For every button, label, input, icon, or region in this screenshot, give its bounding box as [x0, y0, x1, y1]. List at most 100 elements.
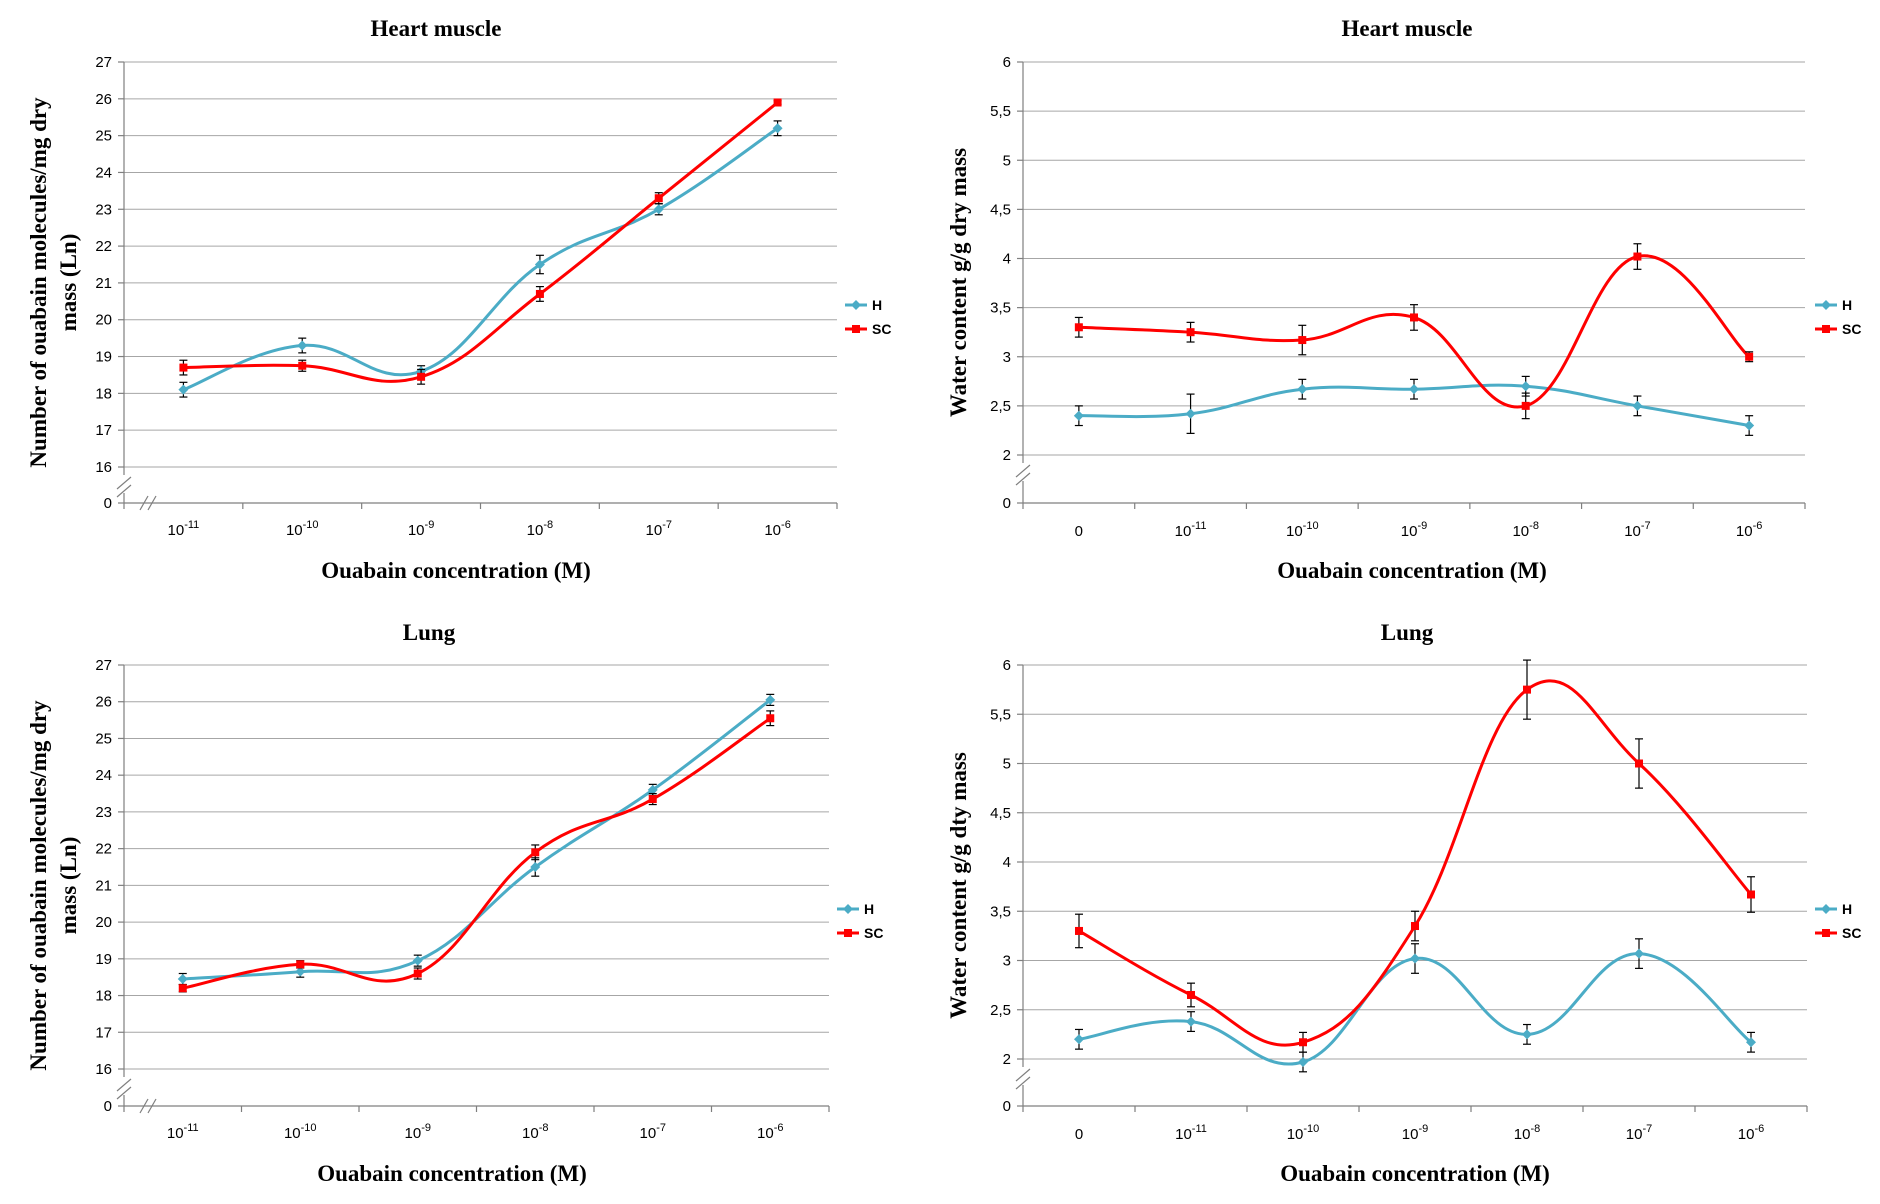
- axis-break-mark: [147, 495, 157, 511]
- data-point-SC: [1075, 926, 1083, 935]
- x-tick-exponent: -9: [425, 519, 435, 531]
- chart-panel-1: Heart muscle016171819202122232425262710-…: [26, 16, 891, 583]
- x-tick-label: 10-9: [408, 519, 434, 539]
- x-tick-label: 10-7: [646, 519, 672, 539]
- legend-marker: [1821, 904, 1831, 914]
- data-point-SC: [1633, 252, 1642, 261]
- legend-item-SC: SC: [1815, 925, 1861, 941]
- legend-marker: [1822, 929, 1830, 937]
- x-tick-label: 10-8: [527, 519, 553, 539]
- x-tick-label: 10-9: [405, 1122, 431, 1142]
- data-point-SC: [1299, 1038, 1307, 1047]
- data-point-SC: [417, 372, 426, 381]
- data-point-H: [530, 862, 541, 872]
- y-tick-label: 0: [1003, 495, 1011, 512]
- x-tick-exponent: -6: [1754, 1123, 1764, 1135]
- data-point-H: [1632, 400, 1643, 411]
- x-tick-label: 10-9: [1402, 1123, 1428, 1143]
- data-point-SC: [298, 361, 307, 370]
- x-tick-base: 10: [168, 522, 185, 539]
- y-tick-label: 0: [104, 1098, 112, 1115]
- y-tick-label: 2: [1003, 1051, 1011, 1068]
- x-tick-exponent: -9: [1418, 1123, 1428, 1135]
- y-axis-title: Water content g/g dry mass: [946, 148, 971, 417]
- y-tick-label: 24: [95, 767, 112, 784]
- legend-marker: [844, 929, 852, 937]
- x-tick-base: 10: [408, 522, 425, 539]
- x-tick-base: 10: [1402, 1126, 1419, 1143]
- data-point-SC: [773, 98, 782, 107]
- data-point-H: [653, 204, 664, 215]
- x-tick-base: 10: [167, 1125, 184, 1142]
- data-point-H: [297, 340, 308, 351]
- x-tick-exponent: -7: [656, 1122, 666, 1134]
- x-tick-label: 10-6: [1736, 520, 1762, 540]
- data-point-H: [765, 694, 776, 705]
- x-tick-base: 10: [757, 1125, 774, 1142]
- y-tick-label: 4: [1003, 854, 1011, 871]
- data-point-SC: [1186, 328, 1195, 337]
- y-tick-label: 4,5: [990, 805, 1011, 822]
- chart-title: Lung: [1381, 620, 1434, 645]
- y-tick-label: 18: [95, 385, 112, 402]
- data-point-SC: [1074, 323, 1083, 332]
- x-axis-title: Ouabain concentration (M): [317, 1161, 587, 1186]
- data-point-H: [1410, 953, 1420, 964]
- y-tick-label: 21: [95, 877, 112, 894]
- y-tick-label: 5: [1003, 756, 1011, 773]
- chart-title: Heart muscle: [1342, 16, 1473, 41]
- chart-title: Lung: [403, 620, 456, 645]
- legend-item-H: H: [1815, 901, 1852, 917]
- x-tick-label: 10-8: [522, 1122, 548, 1142]
- y-tick-label: 16: [95, 459, 112, 476]
- y-axis-title-line: mass (Ln): [56, 234, 81, 332]
- y-tick-label: 27: [95, 657, 112, 674]
- legend-marker: [851, 300, 861, 310]
- x-tick-label: 0: [1075, 1126, 1083, 1143]
- x-tick-base: 10: [1401, 523, 1418, 540]
- x-tick-exponent: -11: [184, 1122, 199, 1134]
- axis-break-mark: [116, 1086, 132, 1100]
- x-axis-title: Ouabain concentration (M): [1277, 558, 1547, 583]
- x-tick-label: 10-8: [1512, 520, 1538, 540]
- y-tick-label: 18: [95, 988, 112, 1005]
- data-point-SC: [1298, 336, 1307, 345]
- y-tick-label: 19: [95, 951, 112, 968]
- y-tick-label: 22: [95, 238, 112, 255]
- x-tick-label: 10-6: [1738, 1123, 1764, 1143]
- x-tick-base: 10: [405, 1125, 422, 1142]
- x-tick-label: 10-7: [640, 1122, 666, 1142]
- data-point-H: [1746, 1037, 1756, 1048]
- y-axis-title-line: Number of ouabain molecules/mg dry: [26, 700, 51, 1071]
- x-tick-exponent: -10: [301, 1122, 317, 1134]
- x-tick-exponent: -6: [774, 1122, 784, 1134]
- x-tick-exponent: -10: [1303, 1123, 1319, 1135]
- x-tick-label: 10-10: [284, 1122, 317, 1142]
- legend-item-SC: SC: [837, 925, 883, 941]
- data-point-SC: [179, 363, 188, 372]
- y-axis-title-line: Water content g/g dty mass: [946, 752, 971, 1019]
- x-tick-base: 10: [764, 522, 781, 539]
- data-point-SC: [535, 289, 544, 298]
- data-point-SC: [1411, 922, 1419, 931]
- legend-item-SC: SC: [845, 321, 891, 337]
- data-point-SC: [413, 969, 422, 978]
- x-tick-exponent: -8: [1530, 1123, 1540, 1135]
- x-tick-label: 10-11: [1175, 1123, 1207, 1143]
- axis-break-mark: [147, 1098, 157, 1114]
- data-point-H: [1744, 420, 1755, 431]
- x-tick-base: 10: [284, 1125, 301, 1142]
- y-tick-label: 26: [95, 91, 112, 108]
- series-line-SC: [1078, 679, 1753, 1047]
- x-tick-base: 10: [1286, 523, 1303, 540]
- x-tick-exponent: -11: [1192, 1123, 1207, 1135]
- x-tick-label: 0: [1075, 523, 1083, 540]
- x-tick-exponent: -8: [539, 1122, 549, 1134]
- y-tick-label: 27: [95, 54, 112, 71]
- x-tick-exponent: -8: [1529, 520, 1539, 532]
- x-tick-base: 10: [286, 522, 303, 539]
- x-tick-base: 10: [640, 1125, 657, 1142]
- data-point-SC: [766, 714, 775, 723]
- x-tick-label: 10-10: [1287, 1123, 1320, 1143]
